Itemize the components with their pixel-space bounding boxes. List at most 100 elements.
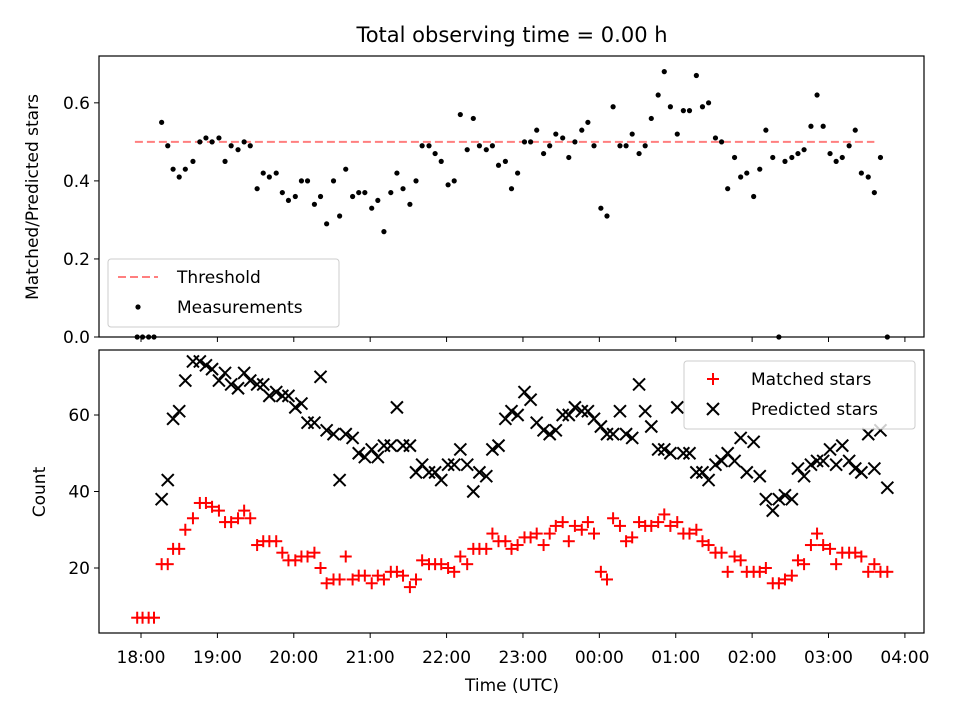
measurements-point <box>279 189 285 196</box>
predicted-stars-point <box>555 408 570 422</box>
measurements-point <box>560 135 566 141</box>
measurements-point <box>527 139 534 145</box>
predicted-stars-point <box>829 458 843 472</box>
predicted-stars-point <box>606 427 620 441</box>
predicted-stars-point <box>390 400 404 415</box>
matched-stars-point <box>276 546 289 559</box>
predicted-stars-point <box>740 465 754 480</box>
predicted-stars-point <box>479 469 493 483</box>
bottom-legend-box <box>683 360 916 430</box>
matched-stars-point <box>543 527 556 540</box>
predicted-stars-point <box>224 377 238 392</box>
measurements-point <box>304 178 311 184</box>
measurements-point <box>738 174 744 180</box>
matched-stars-point <box>244 512 257 525</box>
measurements-point <box>801 147 807 153</box>
matched-stars-point <box>581 516 594 529</box>
measurements-point <box>394 170 400 176</box>
matched-stars-point <box>753 565 766 578</box>
predicted-stars-point <box>549 423 563 438</box>
predicted-stars-point <box>676 446 691 460</box>
measurements-legend-label: Measurements <box>177 298 303 318</box>
predicted-stars-point <box>778 488 792 503</box>
predicted-stars-point <box>326 427 341 441</box>
matched-stars-point <box>308 546 321 559</box>
predicted-stars-point <box>269 385 283 399</box>
x-tick-label: 03:00 <box>804 648 853 668</box>
measurements-point <box>464 147 470 153</box>
predicted-stars-point <box>154 492 169 506</box>
predicted-stars-point <box>384 438 398 453</box>
matched-stars-point <box>562 535 575 548</box>
measurements-point <box>629 131 635 137</box>
measurements-point <box>877 154 884 161</box>
bottom-legend: Matched stars Predicted stars <box>683 360 916 430</box>
measurements-point <box>369 205 375 211</box>
measurements-point <box>712 135 719 141</box>
predicted-stars-point <box>256 377 270 392</box>
matched-stars-point <box>499 535 512 548</box>
matched-stars-point <box>862 565 875 578</box>
predicted-stars-point <box>632 377 646 392</box>
predicted-stars-point <box>880 480 895 495</box>
matched-stars-point <box>696 535 709 548</box>
bottom-x-axis: 18:00 19:00 20:00 21:00 22:00 23:00 00:00 01:00… <box>117 633 929 668</box>
predicted-stars-point <box>689 465 704 480</box>
matched-stars-point <box>346 573 359 586</box>
matched-stars-point <box>575 523 588 536</box>
predicted-stars-point <box>644 419 658 434</box>
predicted-stars-point <box>447 458 461 472</box>
measurements-point <box>247 143 253 149</box>
measurements-point <box>235 147 241 153</box>
top-y-axis-label: Matched/Predicted stars <box>23 94 43 300</box>
matched-stars-point <box>397 569 410 582</box>
predicted-stars-point <box>485 442 500 457</box>
predicted-stars-point <box>861 427 875 441</box>
matched-stars-point <box>830 558 843 571</box>
matched-stars-point <box>410 573 423 586</box>
predicted-stars-point <box>867 461 882 476</box>
chart-title: Total observing time = 0.00 h <box>355 23 667 47</box>
matched-stars-point <box>702 539 715 552</box>
predicted-stars-point <box>562 408 576 422</box>
measurements-point <box>852 127 858 133</box>
predicted-stars-point <box>250 377 264 392</box>
predicted-stars-point <box>536 423 551 438</box>
measurements-point <box>751 193 757 200</box>
predicted-stars-point <box>759 492 773 506</box>
predicted-stars-point <box>403 438 417 453</box>
predicted-stars-point <box>178 373 193 388</box>
measurements-point <box>617 143 623 149</box>
matched-stars-point <box>505 542 518 555</box>
measurements-point <box>770 154 776 161</box>
predicted-stars-point <box>816 454 830 468</box>
predicted-stars-point <box>568 400 582 415</box>
matched-stars-point <box>613 519 626 532</box>
measurements-point <box>483 147 489 153</box>
predicted-stars-point <box>371 450 385 464</box>
measurements-point <box>858 170 864 176</box>
predicted-stars-point <box>275 389 290 403</box>
matched-stars-legend-label: Matched stars <box>751 370 871 390</box>
matched-stars-point <box>683 527 696 540</box>
matched-stars-point <box>333 573 346 586</box>
measurements-point <box>782 158 788 164</box>
predicted-stars-point <box>701 473 716 487</box>
measurements-point <box>579 127 585 133</box>
predicted-stars-point <box>854 465 869 480</box>
measurements-point <box>623 143 629 149</box>
predicted-stars-point <box>243 373 257 388</box>
measurements-point <box>457 111 463 118</box>
matched-stars-point <box>314 561 327 574</box>
measurements-point <box>680 108 686 114</box>
matched-stars-point <box>390 565 403 578</box>
matched-stars-point <box>645 519 658 532</box>
matched-stars-point <box>652 516 665 529</box>
top-legend: Threshold Measurements <box>107 258 340 328</box>
measurements-point <box>381 229 387 235</box>
predicted-stars-point <box>523 393 538 407</box>
measurements-point <box>718 139 725 145</box>
matched-stars-point <box>715 546 728 559</box>
measurements-point <box>636 150 642 157</box>
matched-stars-point <box>377 573 390 586</box>
